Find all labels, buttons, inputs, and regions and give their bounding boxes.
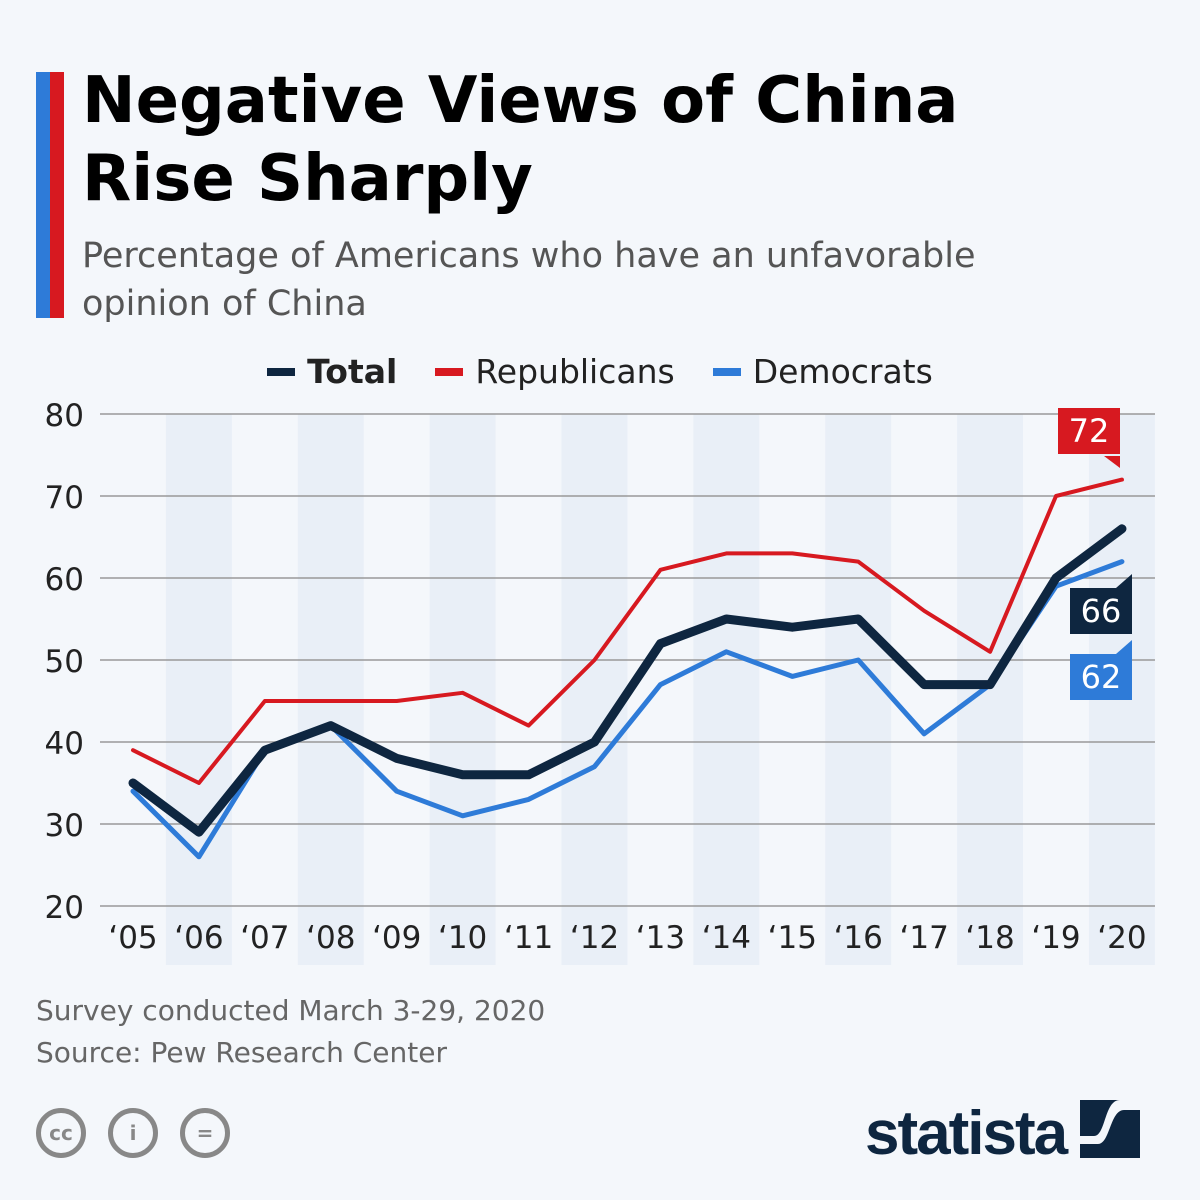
no-derivatives-icon: = [180,1108,230,1158]
x-tick-label: ‘10 [438,920,487,956]
legend-label: Democrats [752,352,933,391]
end-value-label: 62 [1081,658,1122,696]
x-tick-label: ‘17 [900,920,949,956]
legend-item-total: Total [267,352,397,391]
y-tick-label: 80 [45,398,84,434]
series-line-total [128,524,1127,837]
accent-bar-red [50,72,64,318]
y-tick-label: 30 [45,808,84,844]
source-note: Source: Pew Research Center [36,1036,447,1069]
x-tick-label: ‘19 [1031,920,1080,956]
x-tick-label: ‘14 [702,920,751,956]
end-label-pointer [1116,574,1132,588]
x-tick-label: ‘06 [174,920,223,956]
legend-swatch [435,367,464,376]
legend-swatch [712,367,741,376]
legend: Total Republicans Democrats [0,352,1200,391]
legend-label: Total [307,352,398,391]
x-tick-label: ‘12 [570,920,619,956]
x-tick-label: ‘15 [768,920,817,956]
x-tick-label: ‘11 [504,920,553,956]
y-tick-label: 50 [45,644,84,680]
column-band [693,414,760,965]
x-tick-label: ‘08 [306,920,355,956]
end-label-box [1058,408,1120,454]
y-tick-label: 20 [45,890,84,926]
line-chart: 20 30 40 50 60 70 80 ‘05 ‘06 ‘07 ‘08 ‘09 ‘10 ‘11 ‘12 ‘1… [45,398,1155,965]
legend-item-democrats: Democrats [712,352,933,391]
x-tick-label: ‘16 [834,920,883,956]
x-tick-label: ‘05 [108,920,157,956]
column-band [165,414,232,965]
survey-note: Survey conducted March 3-29, 2020 [36,994,546,1027]
end-label-pointer [1104,456,1120,468]
x-tick-label: ‘18 [965,920,1014,956]
accent-bar-blue [36,72,50,318]
y-tick-label: 60 [45,562,84,598]
legend-label: Republicans [475,352,675,391]
column-band [825,414,892,965]
y-tick-label: 70 [45,480,84,516]
y-tick-label: 40 [45,726,84,762]
end-value-label: 72 [1069,412,1110,450]
column-band [561,414,628,965]
brand-text: statista [865,1099,1068,1168]
chart-subtitle: Percentage of Americans who have an unfa… [82,236,976,324]
x-tick-label: ‘09 [372,920,421,956]
end-label-pointer [1116,640,1132,654]
x-tick-label: ‘07 [240,920,289,956]
legend-swatch [267,367,296,376]
column-band [429,414,496,965]
end-label-box [1070,654,1132,700]
attribution-icon: i [108,1108,158,1158]
end-value-label: 66 [1081,592,1122,630]
legend-item-republicans: Republicans [435,352,675,391]
series-line-republicans [131,477,1124,785]
chart-title: Negative Views of China Rise Sharply [82,64,959,216]
statista-logo-icon [1080,1100,1141,1158]
statista-logo: statista [865,1098,1141,1169]
x-tick-label: ‘13 [636,920,685,956]
column-band [297,414,364,965]
end-label-box [1070,588,1132,634]
x-tick-label: ‘20 [1097,920,1146,956]
cc-icon: cc [36,1108,86,1158]
column-band [957,414,1024,965]
